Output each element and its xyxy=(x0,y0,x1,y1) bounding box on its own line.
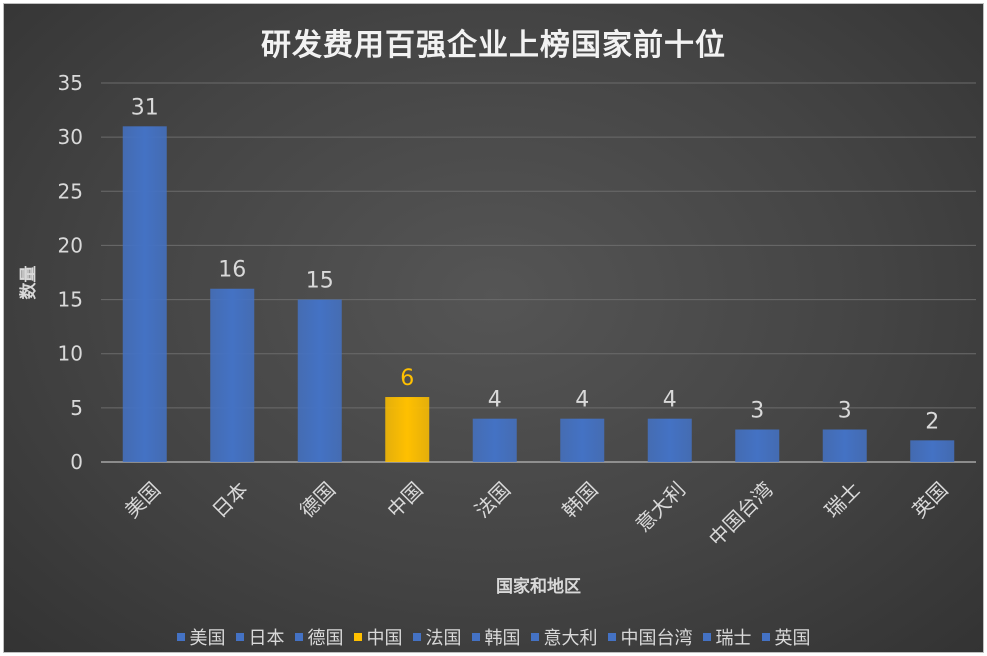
legend-label: 中国台湾 xyxy=(620,628,693,649)
bar xyxy=(822,429,867,462)
data-label: 15 xyxy=(306,269,334,294)
bar xyxy=(647,418,692,462)
legend-item: 韩国 xyxy=(471,624,521,650)
bar xyxy=(472,418,517,462)
legend-label: 法国 xyxy=(425,628,462,649)
data-label: 4 xyxy=(575,388,589,413)
legend-swatch xyxy=(412,633,421,641)
bar xyxy=(297,299,342,462)
legend-swatch xyxy=(235,633,244,641)
legend-label: 韩国 xyxy=(484,628,521,649)
y-tick-label: 25 xyxy=(58,179,83,203)
category-label: 意大利 xyxy=(631,477,690,536)
legend-label: 英国 xyxy=(774,628,811,649)
legend-label: 美国 xyxy=(189,628,226,649)
legend-item: 英国 xyxy=(761,624,811,650)
category-label: 韩国 xyxy=(557,477,602,522)
bar xyxy=(735,429,780,462)
data-label: 16 xyxy=(218,258,246,283)
legend-label: 德国 xyxy=(307,628,344,649)
legend-swatch xyxy=(176,633,185,641)
chart-title: 研发费用百强企业上榜国家前十位 xyxy=(261,28,726,63)
bar xyxy=(385,397,430,462)
legend-swatch xyxy=(530,633,539,641)
chart-area: 研发费用百强企业上榜国家前十位 0 5 10 15 20 25 30 35 31 美国 16 日本 15… xyxy=(3,3,984,653)
legend-item: 意大利 xyxy=(530,624,598,650)
data-label: 3 xyxy=(750,399,764,424)
category-label: 美国 xyxy=(120,477,165,522)
category-label: 瑞士 xyxy=(820,477,865,522)
legend-item: 美国 xyxy=(176,624,226,650)
legend-item: 日本 xyxy=(235,624,285,650)
bar xyxy=(210,288,255,462)
y-tick-label: 5 xyxy=(70,396,83,420)
chart-legend: 美国 日本 德国 中国 法国 韩国 意大利 中国台湾 瑞士 英国 xyxy=(4,624,983,650)
y-tick-label: 15 xyxy=(58,288,83,312)
y-tick-label: 10 xyxy=(58,342,83,366)
bar xyxy=(560,418,605,462)
legend-label: 意大利 xyxy=(543,628,598,649)
legend-label: 日本 xyxy=(248,628,285,649)
data-label: 31 xyxy=(131,95,159,120)
y-tick-label: 30 xyxy=(58,125,83,149)
y-axis-title: 数量 xyxy=(18,266,39,300)
category-label: 德国 xyxy=(295,477,340,522)
legend-swatch xyxy=(471,633,480,641)
legend-item: 中国 xyxy=(353,624,403,650)
data-label: 3 xyxy=(838,399,852,424)
bar xyxy=(122,126,167,463)
category-label: 中国台湾 xyxy=(704,477,778,551)
bar xyxy=(910,440,955,462)
category-label: 中国 xyxy=(382,477,427,522)
x-axis-title: 国家和地区 xyxy=(496,576,581,597)
y-tick-label: 35 xyxy=(58,71,83,95)
y-tick-label: 0 xyxy=(70,450,83,474)
legend-swatch xyxy=(607,633,616,641)
chart-plot: 0 5 10 15 20 25 30 35 31 美国 16 日本 15 德国 6 中国 4 法国 4 韩国 4 意大利 3… xyxy=(18,71,976,597)
data-label: 6 xyxy=(400,366,414,391)
legend-item: 法国 xyxy=(412,624,462,650)
legend-swatch xyxy=(353,633,362,641)
legend-label: 中国 xyxy=(366,628,403,649)
data-label: 4 xyxy=(488,388,502,413)
category-label: 日本 xyxy=(207,477,252,522)
category-label: 法国 xyxy=(470,477,515,522)
category-label: 英国 xyxy=(907,477,952,522)
legend-swatch xyxy=(702,633,711,641)
legend-item: 瑞士 xyxy=(702,624,752,650)
data-label: 2 xyxy=(925,409,939,434)
legend-swatch xyxy=(294,633,303,641)
legend-swatch xyxy=(761,633,770,641)
y-tick-label: 20 xyxy=(58,233,83,257)
legend-item: 德国 xyxy=(294,624,344,650)
legend-label: 瑞士 xyxy=(715,628,752,649)
data-label: 4 xyxy=(663,388,677,413)
legend-item: 中国台湾 xyxy=(607,624,693,650)
